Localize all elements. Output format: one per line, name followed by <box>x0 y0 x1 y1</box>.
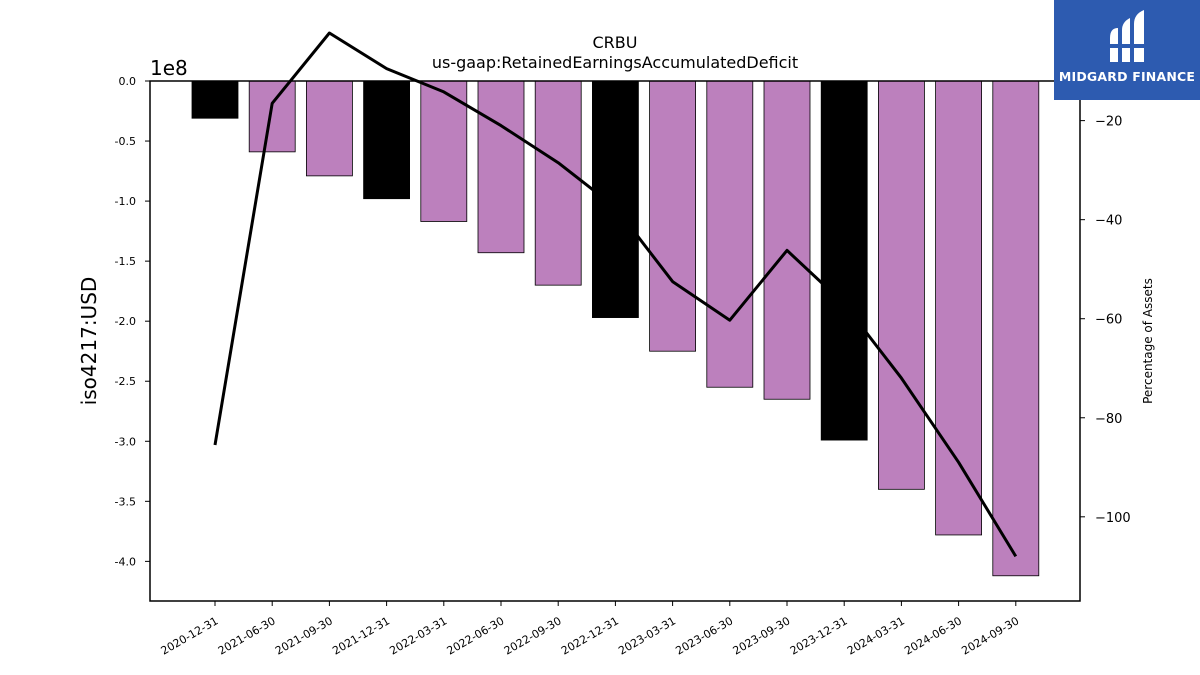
y-tick-label: -0.5 <box>115 135 136 148</box>
x-tick-label: 2024-06-30 <box>902 614 964 657</box>
x-tick-label: 2024-03-31 <box>845 614 907 657</box>
bar <box>820 80 868 441</box>
x-tick-label: 2020-12-31 <box>159 614 221 657</box>
bar <box>763 80 811 400</box>
x-tick-label: 2023-06-30 <box>673 614 735 657</box>
y2-tick-label: −100 <box>1095 511 1131 526</box>
x-tick-label: 2022-03-31 <box>387 614 449 657</box>
bar <box>305 80 353 177</box>
y-tick-label: -3.5 <box>115 495 136 508</box>
y-tick-label: -4.0 <box>115 555 136 568</box>
chart-title: CRBU <box>593 33 638 52</box>
y-tick-label: -2.0 <box>115 315 136 328</box>
bar <box>706 80 754 388</box>
logo-mark-icon <box>1106 10 1148 62</box>
y-tick-label: 0.0 <box>119 75 137 88</box>
bar <box>935 80 982 536</box>
bar <box>477 80 525 254</box>
midgard-finance-logo: MIDGARD FINANCE <box>1054 0 1200 100</box>
x-tick-label: 2022-06-30 <box>445 614 507 657</box>
x-tick-label: 2022-12-31 <box>559 614 621 657</box>
y2-tick-label: −40 <box>1095 214 1122 229</box>
y-tick-label: -2.5 <box>115 375 136 388</box>
y2-axis-label: Percentage of Assets <box>1141 278 1155 404</box>
y-tick-label: -1.0 <box>115 195 136 208</box>
bar <box>248 80 296 153</box>
line-group <box>213 31 1018 558</box>
bar <box>649 80 696 352</box>
x-tick-label: 2021-12-31 <box>330 614 392 657</box>
bar <box>534 80 582 286</box>
y2-tick-label: −80 <box>1095 412 1122 427</box>
bar <box>191 80 239 119</box>
bar <box>992 80 1040 577</box>
y-axis-label: iso4217:USD <box>77 277 101 406</box>
series-line <box>213 31 1018 558</box>
x-tick-label: 2021-06-30 <box>216 614 278 657</box>
x-tick-label: 2021-09-30 <box>273 614 335 657</box>
bar <box>592 80 639 318</box>
x-tick-label: 2023-12-31 <box>788 614 850 657</box>
y-tick-label: -3.0 <box>115 435 136 448</box>
logo-text: MIDGARD FINANCE <box>1058 69 1196 84</box>
x-tick-label: 2023-03-31 <box>616 614 678 657</box>
bar <box>363 80 411 200</box>
y2-tick-label: −20 <box>1095 115 1122 130</box>
bar <box>878 80 925 490</box>
x-tick-label: 2023-09-30 <box>731 614 793 657</box>
y-offset-label: 1e8 <box>150 56 188 80</box>
y2-tick-label: −60 <box>1095 313 1122 328</box>
y-tick-label: -1.5 <box>115 255 136 268</box>
bars-group <box>191 80 1040 577</box>
x-tick-label: 2022-09-30 <box>502 614 564 657</box>
x-tick-label: 2024-09-30 <box>959 614 1021 657</box>
bar <box>420 80 468 222</box>
chart-subtitle: us-gaap:RetainedEarningsAccumulatedDefic… <box>432 53 798 72</box>
